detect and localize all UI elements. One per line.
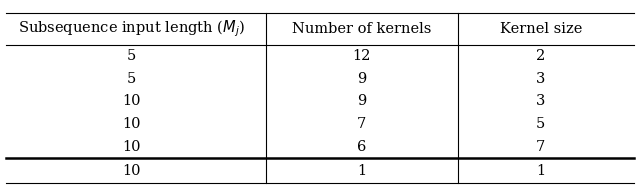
Text: 7: 7 <box>357 117 366 131</box>
Text: 10: 10 <box>122 117 140 131</box>
Text: 10: 10 <box>122 164 140 178</box>
Text: 9: 9 <box>357 72 366 86</box>
Text: Subsequence input length ($M_j$): Subsequence input length ($M_j$) <box>18 19 244 39</box>
Text: 9: 9 <box>357 94 366 108</box>
Text: 7: 7 <box>536 140 545 154</box>
Text: 5: 5 <box>536 117 545 131</box>
Text: 12: 12 <box>353 49 371 63</box>
Text: 6: 6 <box>357 140 366 154</box>
Text: 1: 1 <box>536 164 545 178</box>
Text: Number of kernels: Number of kernels <box>292 22 431 36</box>
Text: 2: 2 <box>536 49 545 63</box>
Text: 3: 3 <box>536 94 545 108</box>
Text: 5: 5 <box>127 49 136 63</box>
Text: 1: 1 <box>357 164 366 178</box>
Text: 3: 3 <box>536 72 545 86</box>
Text: 10: 10 <box>122 140 140 154</box>
Text: Kernel size: Kernel size <box>500 22 582 36</box>
Text: 10: 10 <box>122 94 140 108</box>
Text: 5: 5 <box>127 72 136 86</box>
